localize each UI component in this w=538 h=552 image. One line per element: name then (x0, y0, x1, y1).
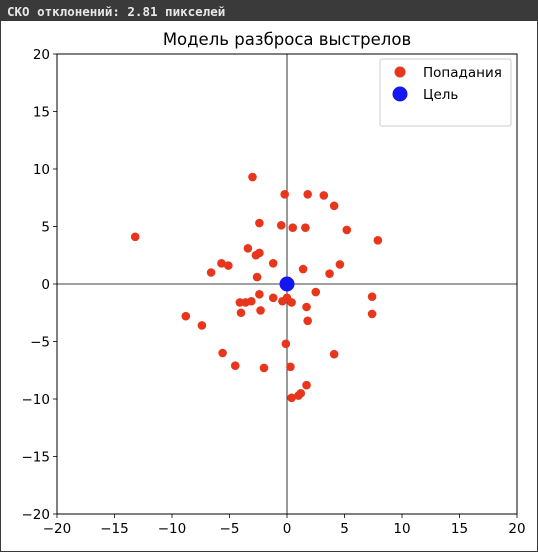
hit-point (298, 264, 308, 274)
hit-point (342, 225, 352, 235)
hit-point (288, 223, 298, 232)
chart-title: Модель разброса выстрелов (163, 30, 411, 49)
hit-point (255, 218, 264, 228)
hit-point (301, 223, 310, 232)
hit-point (259, 363, 269, 373)
hit-point (181, 311, 191, 321)
hit-point (256, 306, 265, 315)
hit-point (276, 221, 286, 230)
hit-point (247, 296, 256, 306)
hit-point (296, 388, 306, 398)
y-tick-label: 20 (33, 47, 50, 63)
hit-point (230, 361, 240, 370)
x-tick-label: 5 (340, 521, 349, 537)
x-tick-label: −20 (43, 521, 72, 537)
hit-point (243, 244, 253, 253)
hit-point (268, 293, 278, 303)
hit-point (303, 316, 313, 326)
legend-box (379, 58, 512, 127)
hit-point (311, 287, 321, 297)
hit-point (255, 248, 264, 258)
hit-point (335, 260, 345, 269)
scatter-chart: Модель разброса выстрелов −20 −15 −10 −5 0 5 1… (22, 30, 526, 537)
hit-point (302, 380, 311, 390)
hit-point (286, 362, 295, 372)
hit-point (367, 292, 377, 301)
hit-point (255, 290, 264, 299)
y-tick-label: −20 (22, 507, 51, 523)
hit-point (287, 298, 296, 307)
y-tick-label: 10 (33, 162, 50, 178)
hit-point (197, 321, 207, 330)
y-tick-label: 0 (41, 277, 50, 293)
x-tick-label: −10 (158, 521, 187, 537)
y-tick-label: 5 (41, 220, 50, 236)
y-tick-label: −10 (22, 392, 51, 408)
x-tick-label: 20 (508, 521, 525, 537)
hit-point (218, 348, 227, 358)
legend-marker-target (392, 86, 408, 102)
x-tick-label: −5 (220, 521, 240, 537)
hit-point (224, 261, 233, 270)
hit-point (303, 190, 313, 199)
hit-point (248, 172, 257, 182)
hit-point (280, 190, 290, 199)
hit-point (130, 232, 140, 242)
status-bar: СКО отклонений: 2.81 пикселей (1, 1, 537, 21)
rmse-status-text: СКО отклонений: 2.81 пикселей (7, 4, 226, 19)
legend-marker-hits (394, 66, 406, 78)
x-tick-label: 10 (393, 521, 410, 537)
hit-point (281, 339, 291, 349)
hit-point (325, 269, 334, 278)
hit-point (367, 309, 377, 319)
hit-point (329, 349, 339, 359)
y-tick-label: −5 (30, 335, 50, 351)
legend-label-target: Цель (423, 87, 458, 103)
hit-point (302, 302, 311, 312)
y-tick-label: −15 (22, 450, 51, 466)
hit-point (319, 191, 329, 200)
points-layer (130, 172, 383, 403)
x-tick-label: −15 (100, 521, 129, 537)
x-tick-label: 0 (283, 521, 292, 537)
legend-label-hits: Попадания (423, 65, 502, 81)
hit-point (206, 268, 216, 277)
hit-point (373, 236, 383, 245)
hit-point (236, 308, 246, 318)
legend: Попадания Цель (379, 58, 512, 127)
y-tick-label: 15 (33, 105, 50, 121)
hit-point (329, 201, 339, 211)
hit-point (268, 259, 278, 268)
hit-point (252, 272, 262, 282)
target-point (279, 276, 295, 292)
x-tick-label: 15 (451, 521, 468, 537)
hit-point (217, 259, 226, 268)
hit-point (287, 393, 296, 403)
